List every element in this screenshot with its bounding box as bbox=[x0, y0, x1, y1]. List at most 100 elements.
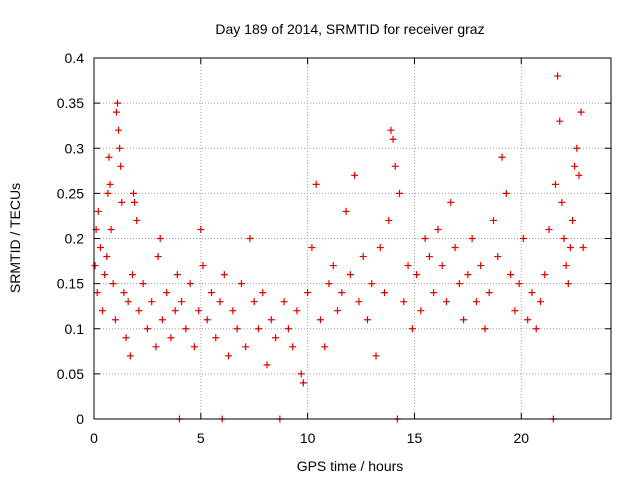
data-point bbox=[111, 316, 119, 324]
grid bbox=[94, 58, 611, 419]
data-point bbox=[447, 198, 455, 206]
data-point bbox=[167, 334, 175, 342]
data-point bbox=[443, 298, 450, 306]
data-point bbox=[182, 325, 190, 333]
data-point bbox=[381, 289, 389, 297]
data-point bbox=[255, 325, 262, 333]
data-point bbox=[220, 271, 228, 279]
data-point bbox=[460, 316, 468, 324]
data-point bbox=[342, 207, 350, 215]
data-point bbox=[154, 253, 162, 261]
data-point bbox=[242, 343, 250, 351]
data-point bbox=[267, 316, 275, 324]
data-point bbox=[101, 271, 109, 279]
data-point bbox=[579, 244, 587, 252]
data-point bbox=[128, 271, 136, 279]
y-tick-label: 0.35 bbox=[57, 95, 84, 111]
data-point bbox=[237, 280, 245, 288]
data-point bbox=[225, 352, 233, 360]
data-point bbox=[338, 289, 346, 297]
data-point bbox=[259, 289, 267, 297]
data-point bbox=[199, 262, 207, 270]
data-point bbox=[124, 298, 132, 306]
data-point bbox=[115, 126, 123, 134]
data-point bbox=[212, 334, 220, 342]
data-point bbox=[284, 325, 292, 333]
data-point bbox=[408, 325, 416, 333]
data-point bbox=[116, 144, 124, 152]
data-point bbox=[133, 216, 141, 224]
data-point bbox=[163, 289, 171, 297]
data-point bbox=[494, 253, 502, 261]
data-point bbox=[126, 352, 134, 360]
data-point bbox=[532, 325, 540, 333]
data-point bbox=[190, 343, 198, 351]
data-point bbox=[451, 244, 459, 252]
data-point bbox=[158, 316, 166, 324]
data-point bbox=[135, 307, 143, 315]
data-point bbox=[363, 316, 371, 324]
plot-frame bbox=[93, 57, 612, 420]
data-point bbox=[464, 271, 472, 279]
data-point bbox=[325, 280, 333, 288]
data-point bbox=[560, 235, 568, 242]
y-tick-label: 0.4 bbox=[65, 50, 85, 66]
data-point bbox=[387, 126, 395, 134]
data-point bbox=[455, 280, 463, 288]
y-tick-label: 0 bbox=[76, 411, 84, 427]
data-point bbox=[511, 307, 519, 315]
data-point bbox=[376, 244, 384, 252]
x-tick-label: 20 bbox=[513, 430, 529, 446]
data-point bbox=[569, 216, 577, 224]
data-point bbox=[233, 325, 241, 333]
y-tick-label: 0.1 bbox=[65, 321, 85, 337]
data-point bbox=[551, 180, 559, 188]
data-point bbox=[178, 298, 186, 306]
data-point bbox=[490, 216, 497, 224]
data-point bbox=[571, 162, 579, 170]
data-point bbox=[143, 325, 151, 333]
chart-title: Day 189 of 2014, SRMTID for receiver gra… bbox=[215, 21, 484, 37]
data-point bbox=[308, 244, 316, 252]
data-point bbox=[355, 298, 363, 306]
x-tick-label: 10 bbox=[300, 430, 316, 446]
data-point bbox=[94, 207, 102, 215]
data-point bbox=[385, 216, 393, 224]
data-point bbox=[417, 307, 425, 315]
data-point bbox=[195, 307, 203, 315]
data-point bbox=[112, 108, 120, 116]
x-tick-label: 15 bbox=[407, 430, 423, 446]
data-point bbox=[430, 289, 438, 297]
data-point bbox=[117, 162, 125, 170]
data-point bbox=[524, 316, 532, 324]
data-point bbox=[545, 225, 553, 233]
data-point bbox=[389, 135, 397, 143]
data-point bbox=[99, 307, 107, 315]
data-point bbox=[131, 198, 139, 206]
data-point bbox=[246, 235, 254, 242]
data-point bbox=[566, 244, 574, 252]
data-point bbox=[109, 280, 117, 288]
data-point bbox=[297, 370, 305, 378]
data-point bbox=[107, 225, 115, 233]
data-point bbox=[280, 298, 288, 306]
data-point bbox=[421, 235, 429, 242]
data-point bbox=[103, 253, 111, 261]
x-tick-label: 5 bbox=[197, 430, 205, 446]
data-point bbox=[334, 307, 342, 315]
data-point bbox=[515, 280, 523, 288]
x-axis-label: GPS time / hours bbox=[297, 458, 404, 474]
data-point bbox=[391, 162, 399, 170]
data-point bbox=[105, 153, 113, 161]
data-point bbox=[229, 307, 237, 315]
data-point bbox=[304, 289, 312, 297]
data-point bbox=[425, 253, 433, 261]
data-point bbox=[541, 271, 549, 279]
data-point bbox=[404, 262, 412, 270]
data-point bbox=[118, 198, 126, 206]
data-point bbox=[575, 171, 583, 179]
data-point bbox=[203, 316, 211, 324]
data-point bbox=[148, 298, 156, 306]
data-point bbox=[130, 189, 138, 197]
